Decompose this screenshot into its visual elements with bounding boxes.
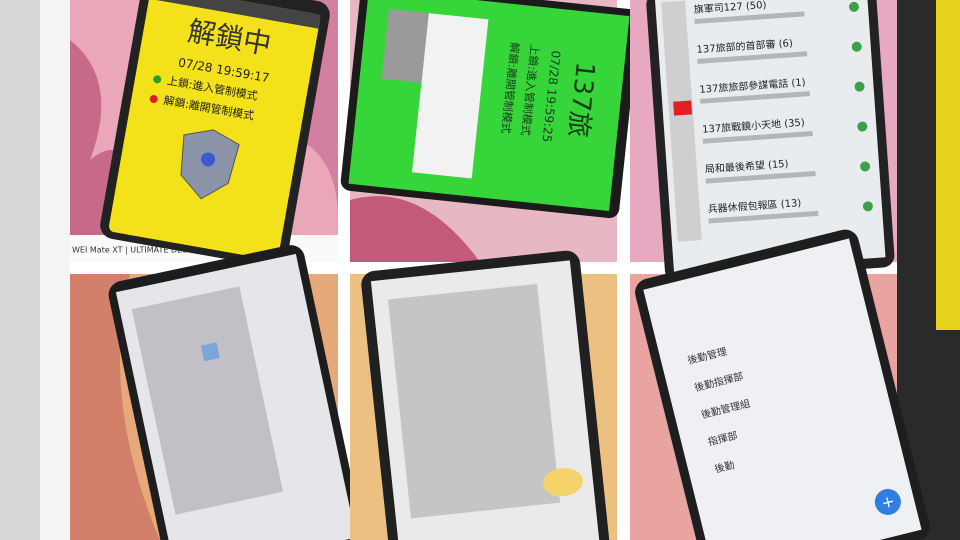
chat-name: 旗軍司127 (50) [693, 0, 767, 16]
notification-card [412, 13, 489, 179]
left-margin-inner [40, 0, 70, 540]
phone-screen [109, 0, 320, 261]
right-yellow-strip [936, 0, 960, 330]
avatar [673, 100, 693, 116]
photo-4 [70, 245, 364, 540]
phone: 旗軍司127 (50)137旅部的首部審 (6)137旅旅部參謀電話 (1)13… [646, 0, 895, 282]
pixelated-avatars [661, 0, 702, 242]
fabric-pattern [70, 274, 160, 540]
status-bar [149, 0, 321, 29]
pixelated [381, 8, 429, 83]
chat-preview [694, 11, 805, 25]
footer-text: WEI Mate XT | ULTIMATE DESIGN [72, 246, 202, 255]
chat-preview [702, 131, 813, 144]
photo-2: 137旅 07/28 19:59:25 上鎖:進入管制模式 解鎖:離開管制模式 [340, 0, 640, 262]
fab-button [874, 488, 901, 515]
unlock-dot [149, 95, 158, 104]
phone-screen [643, 238, 922, 540]
pixel [200, 342, 220, 362]
fab-icon: + [879, 491, 897, 513]
lock-dot [153, 75, 162, 84]
chat-preview [705, 170, 816, 184]
phone [361, 250, 611, 540]
fabric-pattern [350, 196, 480, 262]
chat-preview [697, 51, 808, 64]
shield-emblem [201, 152, 216, 167]
phone: 137旅 07/28 19:59:25 上鎖:進入管制模式 解鎖:離開管制模式 [340, 0, 640, 219]
unread-badge [851, 41, 862, 52]
unread-badge [862, 201, 873, 212]
photo-5 [350, 250, 617, 540]
unread-badge [860, 161, 871, 172]
phone-screen [654, 0, 886, 273]
pixelated [387, 283, 561, 519]
unread-badge [848, 1, 859, 12]
fabric-pattern [290, 0, 338, 220]
photo-3: 旗軍司127 (50)137旅部的首部審 (6)137旅旅部參謀電話 (1)13… [630, 0, 897, 282]
photo-1: WEI Mate XT | ULTIMATE DESIGN 解鎖中 07/28 … [70, 0, 338, 268]
chat-preview [700, 91, 811, 104]
chat-preview [708, 210, 819, 224]
glare [543, 468, 583, 497]
phone: 解鎖中 07/28 19:59:17 上鎖:進入管制模式 解鎖:離開管制模式 [100, 0, 330, 268]
unread-badge [857, 121, 868, 132]
unread-badge [854, 81, 865, 92]
pixelated [131, 286, 284, 515]
phone [108, 245, 364, 540]
